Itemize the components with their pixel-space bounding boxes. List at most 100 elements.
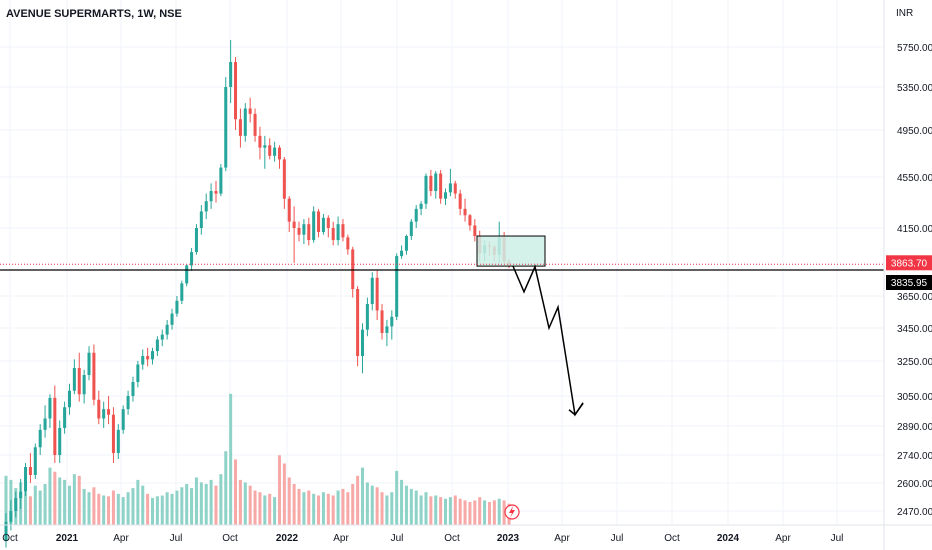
- candle-body: [190, 252, 194, 266]
- volume-bar: [439, 497, 443, 525]
- volume-bar: [4, 475, 8, 525]
- x-tick-label: 2023: [497, 533, 520, 544]
- candle-body: [77, 368, 81, 395]
- volume-bar: [121, 497, 125, 525]
- y-tick-label: 3050.00: [897, 392, 932, 403]
- x-tick-label: Jul: [831, 533, 844, 544]
- volume-bar: [483, 500, 487, 525]
- x-tick-label: Oct: [444, 533, 460, 544]
- x-tick-label: Jul: [391, 533, 404, 544]
- candle-body: [248, 108, 252, 114]
- volume-bar: [82, 488, 86, 525]
- candle-body: [448, 183, 452, 193]
- volume-bar: [224, 451, 228, 525]
- volume-bar: [321, 492, 325, 525]
- volume-bar: [214, 485, 218, 525]
- volume-bar: [385, 495, 389, 525]
- volume-bar: [390, 492, 394, 525]
- price-axis[interactable]: 5750.00 5350.00 4950.00 4550.00 4150.00 3650.…: [883, 0, 932, 550]
- volume-bar: [219, 474, 223, 525]
- candle-body: [458, 193, 462, 209]
- candle-body: [434, 173, 438, 192]
- volume-bar: [116, 493, 120, 525]
- candle-body: [321, 217, 325, 233]
- volume-bar: [253, 490, 257, 525]
- volume-bar: [336, 490, 340, 525]
- x-tick-label: Oct: [222, 533, 238, 544]
- flash-event-icon[interactable]: [504, 504, 520, 520]
- volume-bar: [453, 495, 457, 525]
- volume-bar: [497, 498, 501, 525]
- candle-body: [229, 62, 233, 87]
- projection-arrow-path[interactable]: [512, 264, 584, 417]
- candle-body: [370, 277, 374, 304]
- volume-bar: [273, 497, 277, 525]
- candle-body: [4, 521, 8, 542]
- volume-bar: [28, 496, 32, 525]
- arrow-head: [568, 402, 584, 416]
- candle-body: [238, 119, 242, 136]
- candle-body: [331, 228, 335, 241]
- time-axis[interactable]: Oct 2021 Apr Jul Oct 2022 Apr Jul Oct 2023 Apr Jul O…: [0, 524, 932, 544]
- volume-bar: [155, 496, 159, 525]
- candle-body: [243, 108, 247, 136]
- candle-body: [307, 224, 311, 241]
- candle-body: [199, 211, 203, 228]
- volume-bar: [165, 492, 169, 525]
- candle-body: [194, 228, 198, 253]
- candle-body: [102, 409, 106, 419]
- candle-body: [24, 467, 28, 492]
- support-horizontal-line[interactable]: [0, 263, 884, 271]
- candle-body: [209, 191, 213, 202]
- volume-bar: [429, 496, 433, 525]
- volume-bar: [146, 493, 150, 525]
- volume-bar: [102, 495, 106, 525]
- volume-bar: [331, 495, 335, 525]
- consolidation-zone-box[interactable]: [476, 235, 546, 267]
- candle-body: [297, 228, 301, 235]
- candle-body: [214, 191, 218, 194]
- candle-body: [150, 351, 155, 360]
- volume-bar: [317, 495, 321, 525]
- candle-body: [146, 356, 150, 360]
- candle-body: [317, 211, 321, 233]
- candle-body: [336, 224, 340, 241]
- volume-bar: [307, 490, 311, 525]
- volume-bar: [502, 500, 506, 525]
- volume-bar: [292, 484, 296, 525]
- volume-bar: [277, 455, 281, 525]
- volume-bar: [87, 492, 91, 525]
- volume-bar: [458, 498, 462, 525]
- volume-bar: [375, 487, 379, 525]
- candlestick-series: [4, 40, 511, 548]
- volume-bar: [170, 493, 174, 525]
- volume-bar: [111, 490, 115, 525]
- volume-bar: [38, 490, 42, 525]
- volume-bar: [297, 488, 301, 525]
- candle-body: [72, 368, 76, 391]
- x-tick-label: Jul: [170, 533, 183, 544]
- candle-body: [360, 329, 365, 357]
- candle-body: [390, 316, 394, 327]
- candle-body: [444, 192, 448, 199]
- candle-body: [180, 283, 184, 301]
- volume-bar: [131, 488, 135, 525]
- candle-body: [424, 175, 428, 204]
- volume-bar: [473, 500, 477, 525]
- volume-bar: [48, 467, 52, 525]
- price-tags: 3863.70 3835.95: [886, 255, 932, 290]
- y-tick-label: 2470.00: [897, 507, 932, 518]
- volume-bar: [209, 479, 213, 525]
- candle-body: [263, 145, 267, 148]
- candle-body: [92, 352, 96, 400]
- volume-bar: [287, 477, 291, 525]
- volume-bar: [107, 496, 111, 525]
- volume-bar: [492, 500, 496, 525]
- y-tick-label: 2600.00: [897, 479, 932, 490]
- volume-bar: [356, 475, 360, 525]
- candle-body: [380, 310, 384, 333]
- candle-body: [9, 511, 13, 522]
- candle-body: [219, 167, 223, 194]
- volume-bar: [243, 482, 247, 525]
